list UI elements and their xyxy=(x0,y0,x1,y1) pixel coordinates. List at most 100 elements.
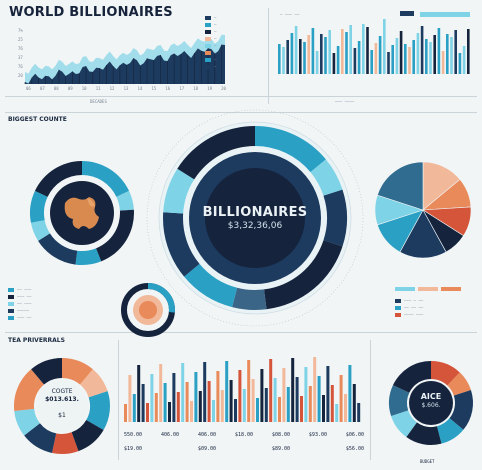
bar xyxy=(352,384,356,422)
legend-globe: —— ——— ——— —— —— ——— ————— ——— —— xyxy=(8,286,31,321)
bl-center-bottom: $1 xyxy=(58,412,66,419)
bar xyxy=(433,35,436,74)
bar xyxy=(216,371,220,422)
ring-segment xyxy=(406,422,442,445)
bar xyxy=(357,403,361,422)
bar xyxy=(330,385,334,422)
donut-chart-bottom-left xyxy=(14,358,110,454)
bar xyxy=(278,44,281,74)
bar xyxy=(132,394,136,422)
bar xyxy=(307,35,310,74)
ring-segment xyxy=(95,209,134,262)
bar xyxy=(141,384,145,422)
bar xyxy=(441,51,445,74)
ring-segment xyxy=(163,212,200,277)
bar xyxy=(291,358,295,422)
ring-segment xyxy=(14,369,45,412)
ring-segment xyxy=(62,358,93,385)
ring-segment xyxy=(431,361,460,386)
bar xyxy=(383,19,386,74)
ring-segment xyxy=(391,410,417,437)
legend-swatch xyxy=(420,12,470,17)
bar xyxy=(378,36,382,74)
bar xyxy=(458,53,462,74)
age-value: $.606. xyxy=(421,402,441,409)
bar xyxy=(146,403,149,422)
bl-center-value: $013.613. xyxy=(45,396,79,403)
bar xyxy=(295,377,299,422)
ring-segment xyxy=(389,385,410,416)
small-donut-chart xyxy=(121,283,175,337)
bar xyxy=(366,27,369,74)
x-axis-label: DECADES xyxy=(90,99,107,104)
bar xyxy=(339,375,343,422)
legend-swatch xyxy=(400,11,414,16)
bottom-value: $89.00 xyxy=(271,446,290,452)
bar xyxy=(370,50,373,74)
bar xyxy=(328,30,331,74)
bar xyxy=(315,51,319,74)
divider xyxy=(5,96,477,97)
bar xyxy=(349,25,352,74)
bar xyxy=(300,396,303,422)
bar xyxy=(238,370,242,422)
ring-segment xyxy=(392,361,431,393)
bottom-value: $93.00 xyxy=(308,432,327,438)
ring-segment xyxy=(30,220,50,241)
divider xyxy=(5,112,477,113)
age-title: AICE xyxy=(420,392,442,401)
bar xyxy=(467,29,470,74)
bar xyxy=(124,404,127,422)
ring-segment xyxy=(82,161,130,197)
bar xyxy=(163,383,167,422)
bar xyxy=(320,34,323,74)
bar xyxy=(416,33,420,74)
area-series xyxy=(25,44,225,84)
bar xyxy=(420,26,424,74)
bar xyxy=(150,374,154,422)
bar xyxy=(207,381,211,422)
bar xyxy=(408,47,411,74)
bar xyxy=(203,362,207,422)
bar xyxy=(220,390,224,422)
bar xyxy=(324,37,327,74)
area-chart-top-left xyxy=(24,34,225,84)
bar xyxy=(286,387,290,422)
ring-segment xyxy=(52,432,79,454)
bar xyxy=(264,388,268,422)
bar xyxy=(251,379,255,422)
bar xyxy=(404,44,407,74)
bottom-values-row: 550.00 406.00 406.00 $18.00 $08.00 $93.0… xyxy=(124,432,364,438)
divider xyxy=(5,332,477,333)
bar xyxy=(229,380,233,422)
ring-segment xyxy=(436,418,464,444)
bar xyxy=(154,393,158,422)
bar xyxy=(357,41,361,74)
countries-title: BIGGEST COUNTE xyxy=(8,116,67,123)
bottom-value: $56.00 xyxy=(345,446,364,452)
bar xyxy=(286,40,289,74)
ring-segment xyxy=(264,240,343,310)
bar xyxy=(303,42,306,74)
bar xyxy=(190,401,193,422)
bar xyxy=(362,24,365,74)
pie-slice xyxy=(376,161,424,211)
center-value: $3,32,36,06 xyxy=(227,221,283,231)
bar-chart-bottom xyxy=(124,357,361,422)
bar-chart-top-right xyxy=(278,19,470,74)
ring-segment xyxy=(38,233,78,265)
bar xyxy=(247,360,251,422)
bar xyxy=(429,42,432,74)
bar xyxy=(176,392,180,422)
bar xyxy=(353,48,357,74)
ring-segment xyxy=(447,372,471,396)
bar xyxy=(317,376,321,422)
bar xyxy=(137,365,141,422)
pie-table: ——— — —— —— —— —— ———— ——— xyxy=(395,297,475,318)
bar xyxy=(212,400,215,422)
bar xyxy=(269,359,273,422)
central-donut-chart xyxy=(146,109,364,327)
age-footer: BUDGET xyxy=(420,459,435,464)
bar xyxy=(387,52,390,74)
